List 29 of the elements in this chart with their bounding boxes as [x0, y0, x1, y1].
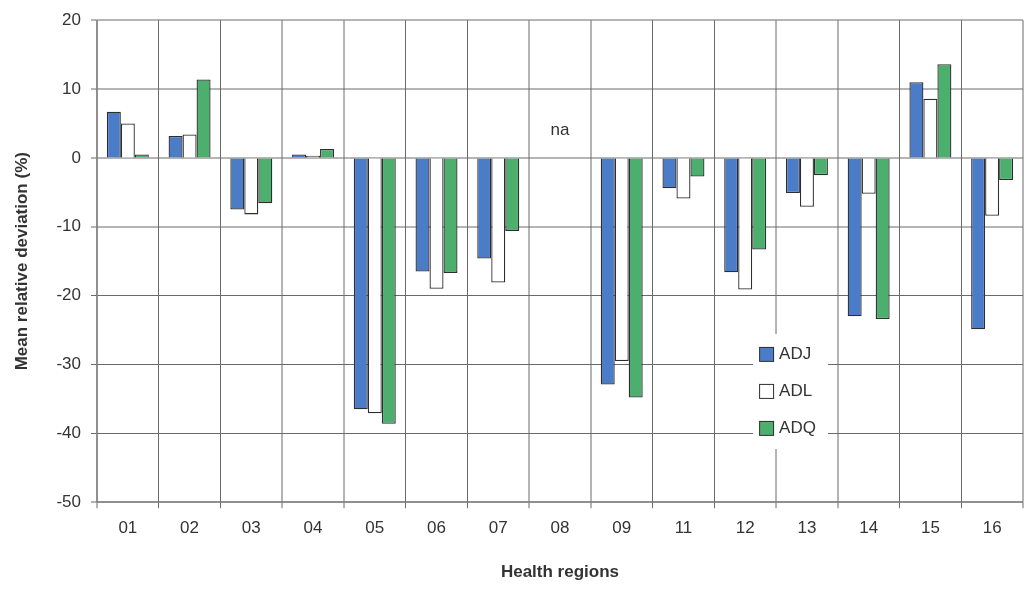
y-tick-label: -50 — [56, 491, 81, 511]
x-tick-label: 12 — [735, 518, 755, 538]
x-tick-label: 02 — [180, 518, 200, 538]
x-tick-label: 11 — [674, 518, 693, 538]
x-tick-label: 01 — [118, 518, 138, 538]
x-tick-label: 14 — [859, 518, 879, 538]
y-tick-label: -40 — [56, 423, 81, 443]
legend-label: ADJ — [779, 344, 812, 364]
x-tick-label: 16 — [982, 518, 1002, 538]
x-tick-label: 13 — [797, 518, 817, 538]
x-tick-label: 06 — [427, 518, 446, 538]
y-tick-label: -10 — [56, 216, 81, 236]
y-tick-label: 0 — [71, 147, 81, 167]
y-tick-label: 20 — [62, 9, 81, 29]
x-tick-label: 08 — [550, 518, 570, 538]
y-tick-label: -20 — [56, 285, 81, 305]
annotation: na — [550, 119, 570, 139]
y-axis-title: Mean relative deviation (%) — [11, 152, 31, 371]
x-tick-label: 15 — [920, 518, 940, 538]
legend-label: ADL — [779, 381, 813, 401]
x-tick-label: 04 — [303, 518, 323, 538]
legend-label: ADQ — [779, 418, 816, 438]
x-tick-label: 05 — [365, 518, 385, 538]
x-tick-label: 07 — [488, 518, 508, 538]
x-axis-title: Health regions — [500, 562, 620, 582]
x-tick-label: 09 — [612, 518, 632, 538]
x-tick-label: 03 — [241, 518, 261, 538]
y-tick-label: 10 — [62, 78, 81, 98]
y-tick-label: -30 — [56, 354, 81, 374]
